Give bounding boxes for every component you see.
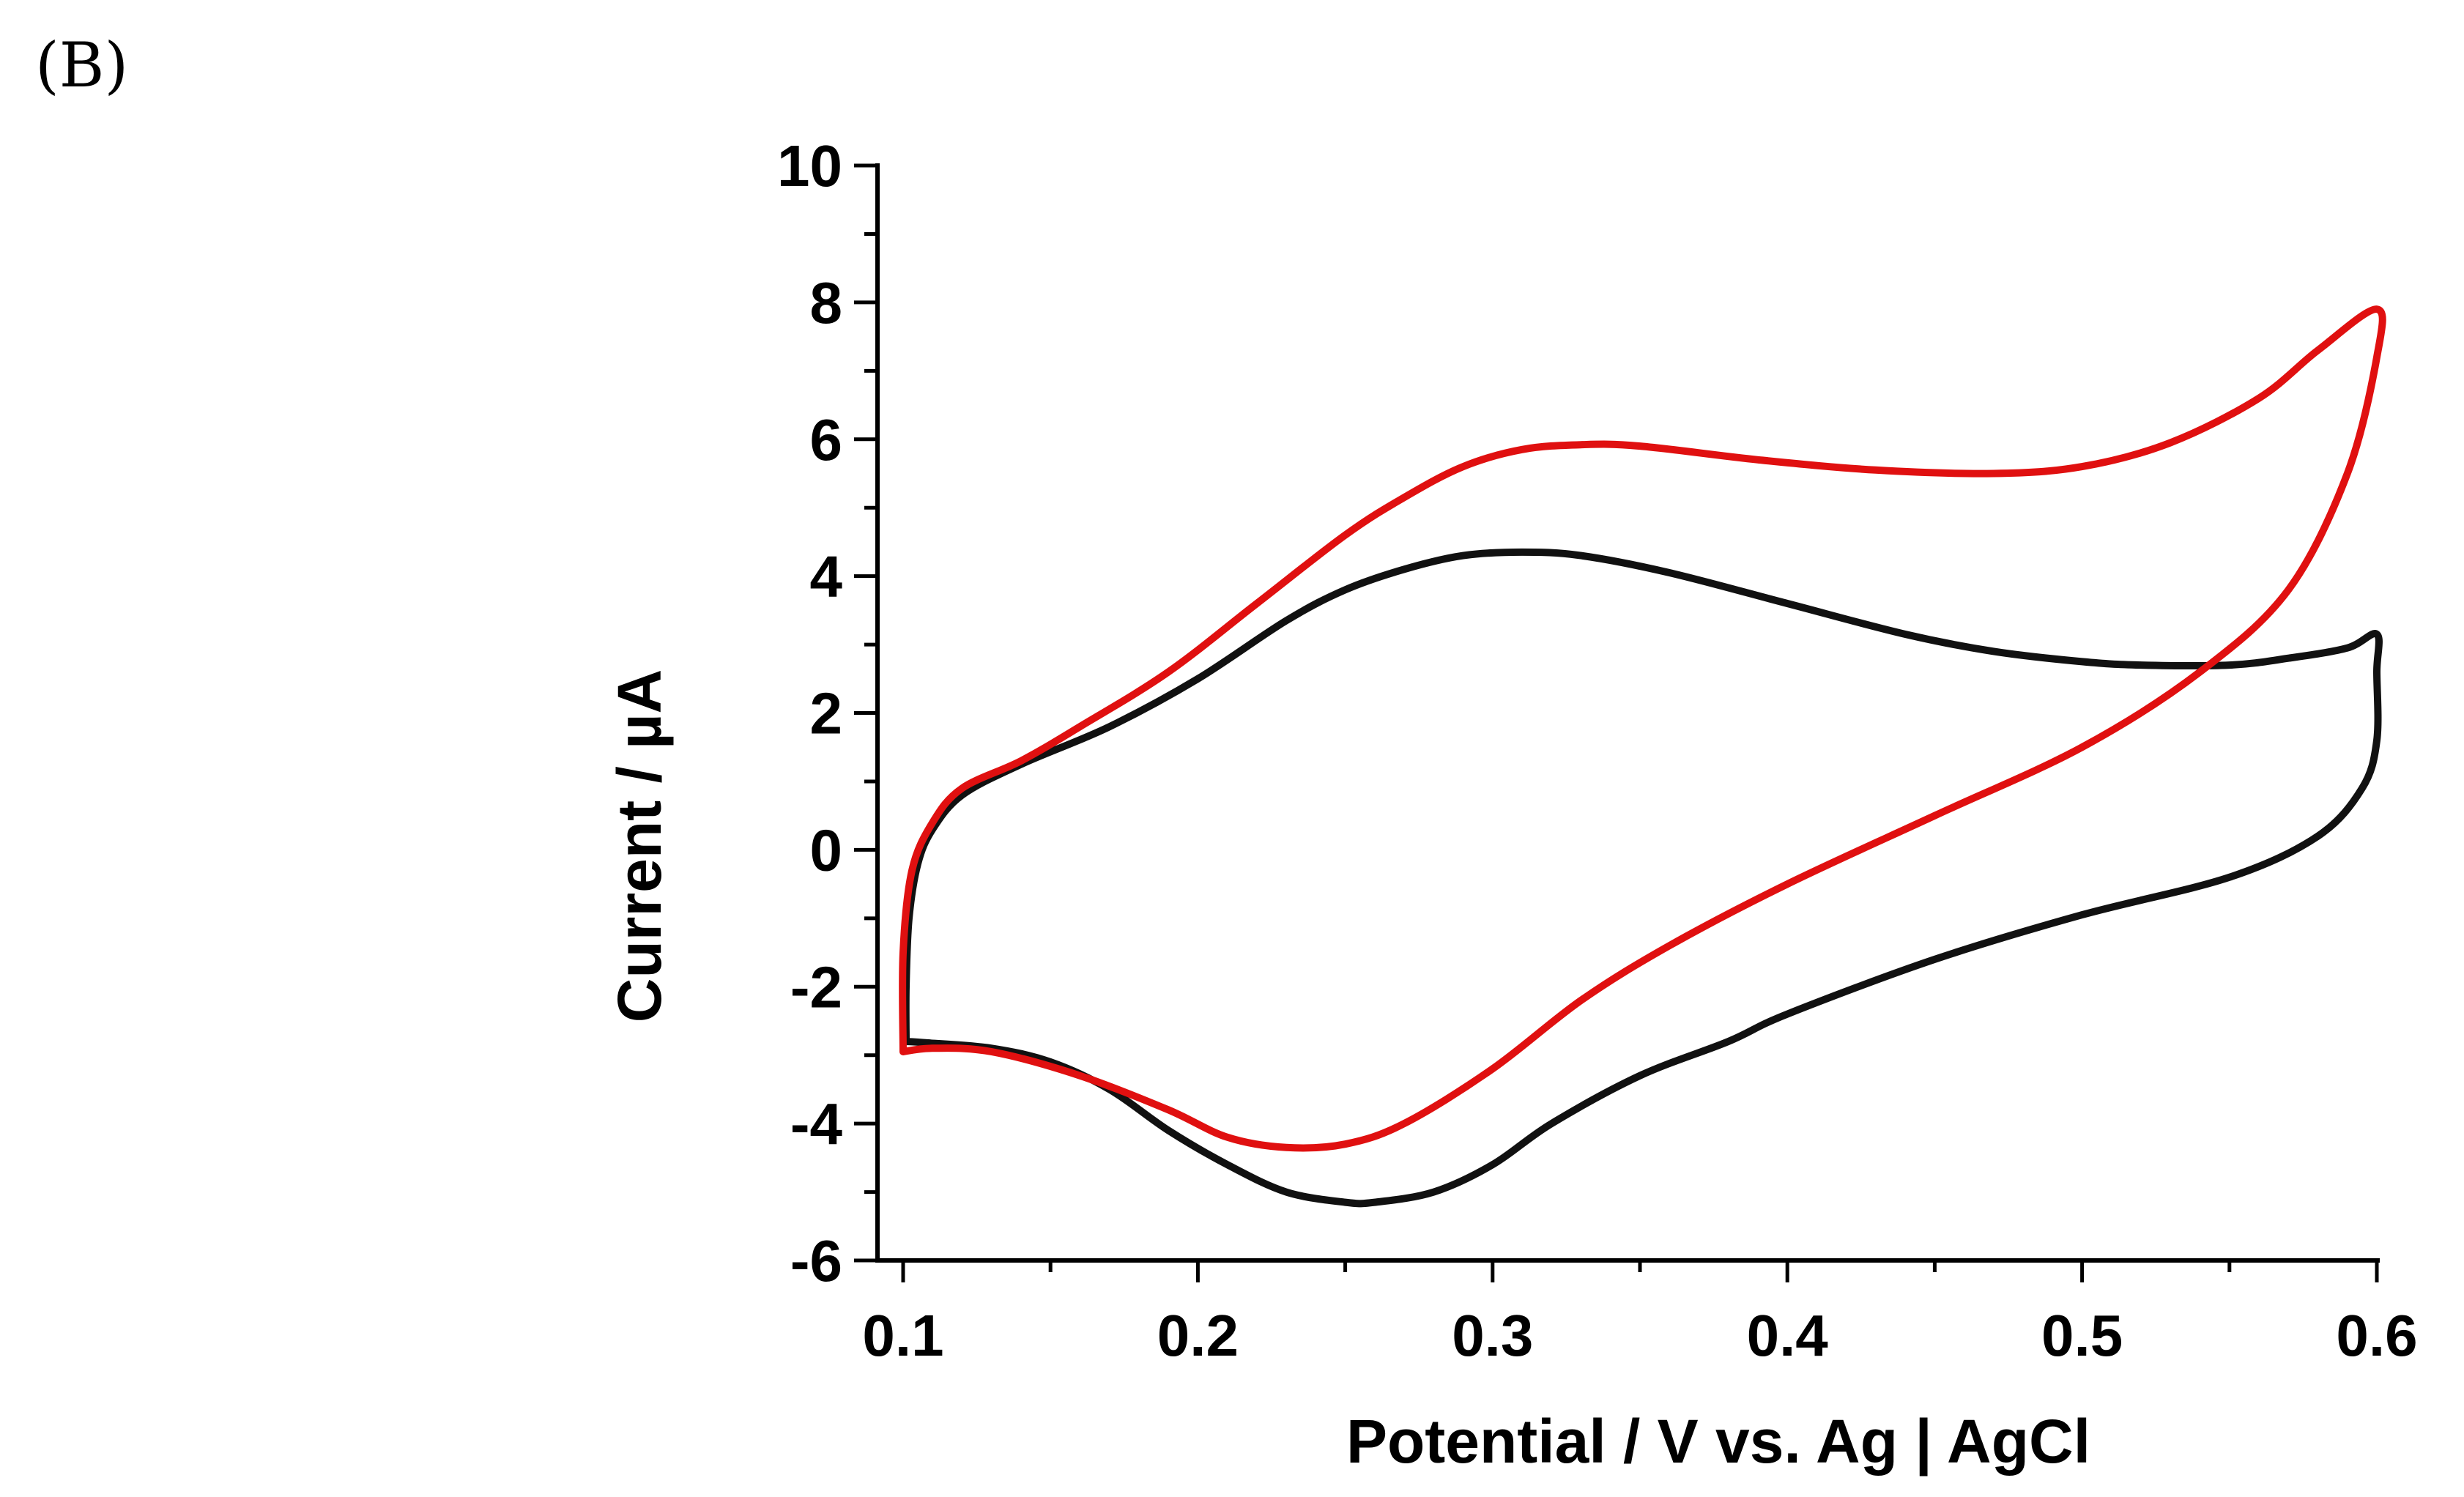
- axes-layer: -6 -4 -2 0 2 4 6 8 10 0.1 0.2 0.3 0.4 0.5 0.6: [777, 133, 2418, 1368]
- y-tick-label: -4: [790, 1091, 843, 1156]
- x-axis-title: Potential / V vs. Ag | AgCl: [1346, 1407, 2090, 1476]
- y-tick-label: -6: [790, 1228, 842, 1293]
- series-layer: [899, 305, 2386, 1208]
- y-tick-label: 8: [810, 270, 843, 335]
- y-tick-label: 10: [777, 133, 842, 198]
- x-tick-label: 0.6: [2336, 1303, 2417, 1368]
- series-red-curve: [899, 305, 2386, 1152]
- x-tick-label: 0.1: [862, 1303, 943, 1368]
- y-axis-title: Current / µA: [605, 669, 674, 1022]
- y-tick-label: 2: [810, 681, 843, 746]
- y-tick-label: 6: [810, 407, 843, 472]
- series-black-curve: [902, 548, 2383, 1208]
- y-tick-label: -2: [790, 954, 842, 1019]
- y-tick-label: 0: [810, 817, 843, 883]
- y-tick-label: 4: [810, 544, 843, 609]
- panel-label: (B): [35, 29, 128, 101]
- x-tick-label: 0.4: [1747, 1303, 1829, 1368]
- x-tick-label: 0.2: [1157, 1303, 1239, 1368]
- x-tick-label: 0.5: [2041, 1303, 2123, 1368]
- x-tick-label: 0.3: [1452, 1303, 1533, 1368]
